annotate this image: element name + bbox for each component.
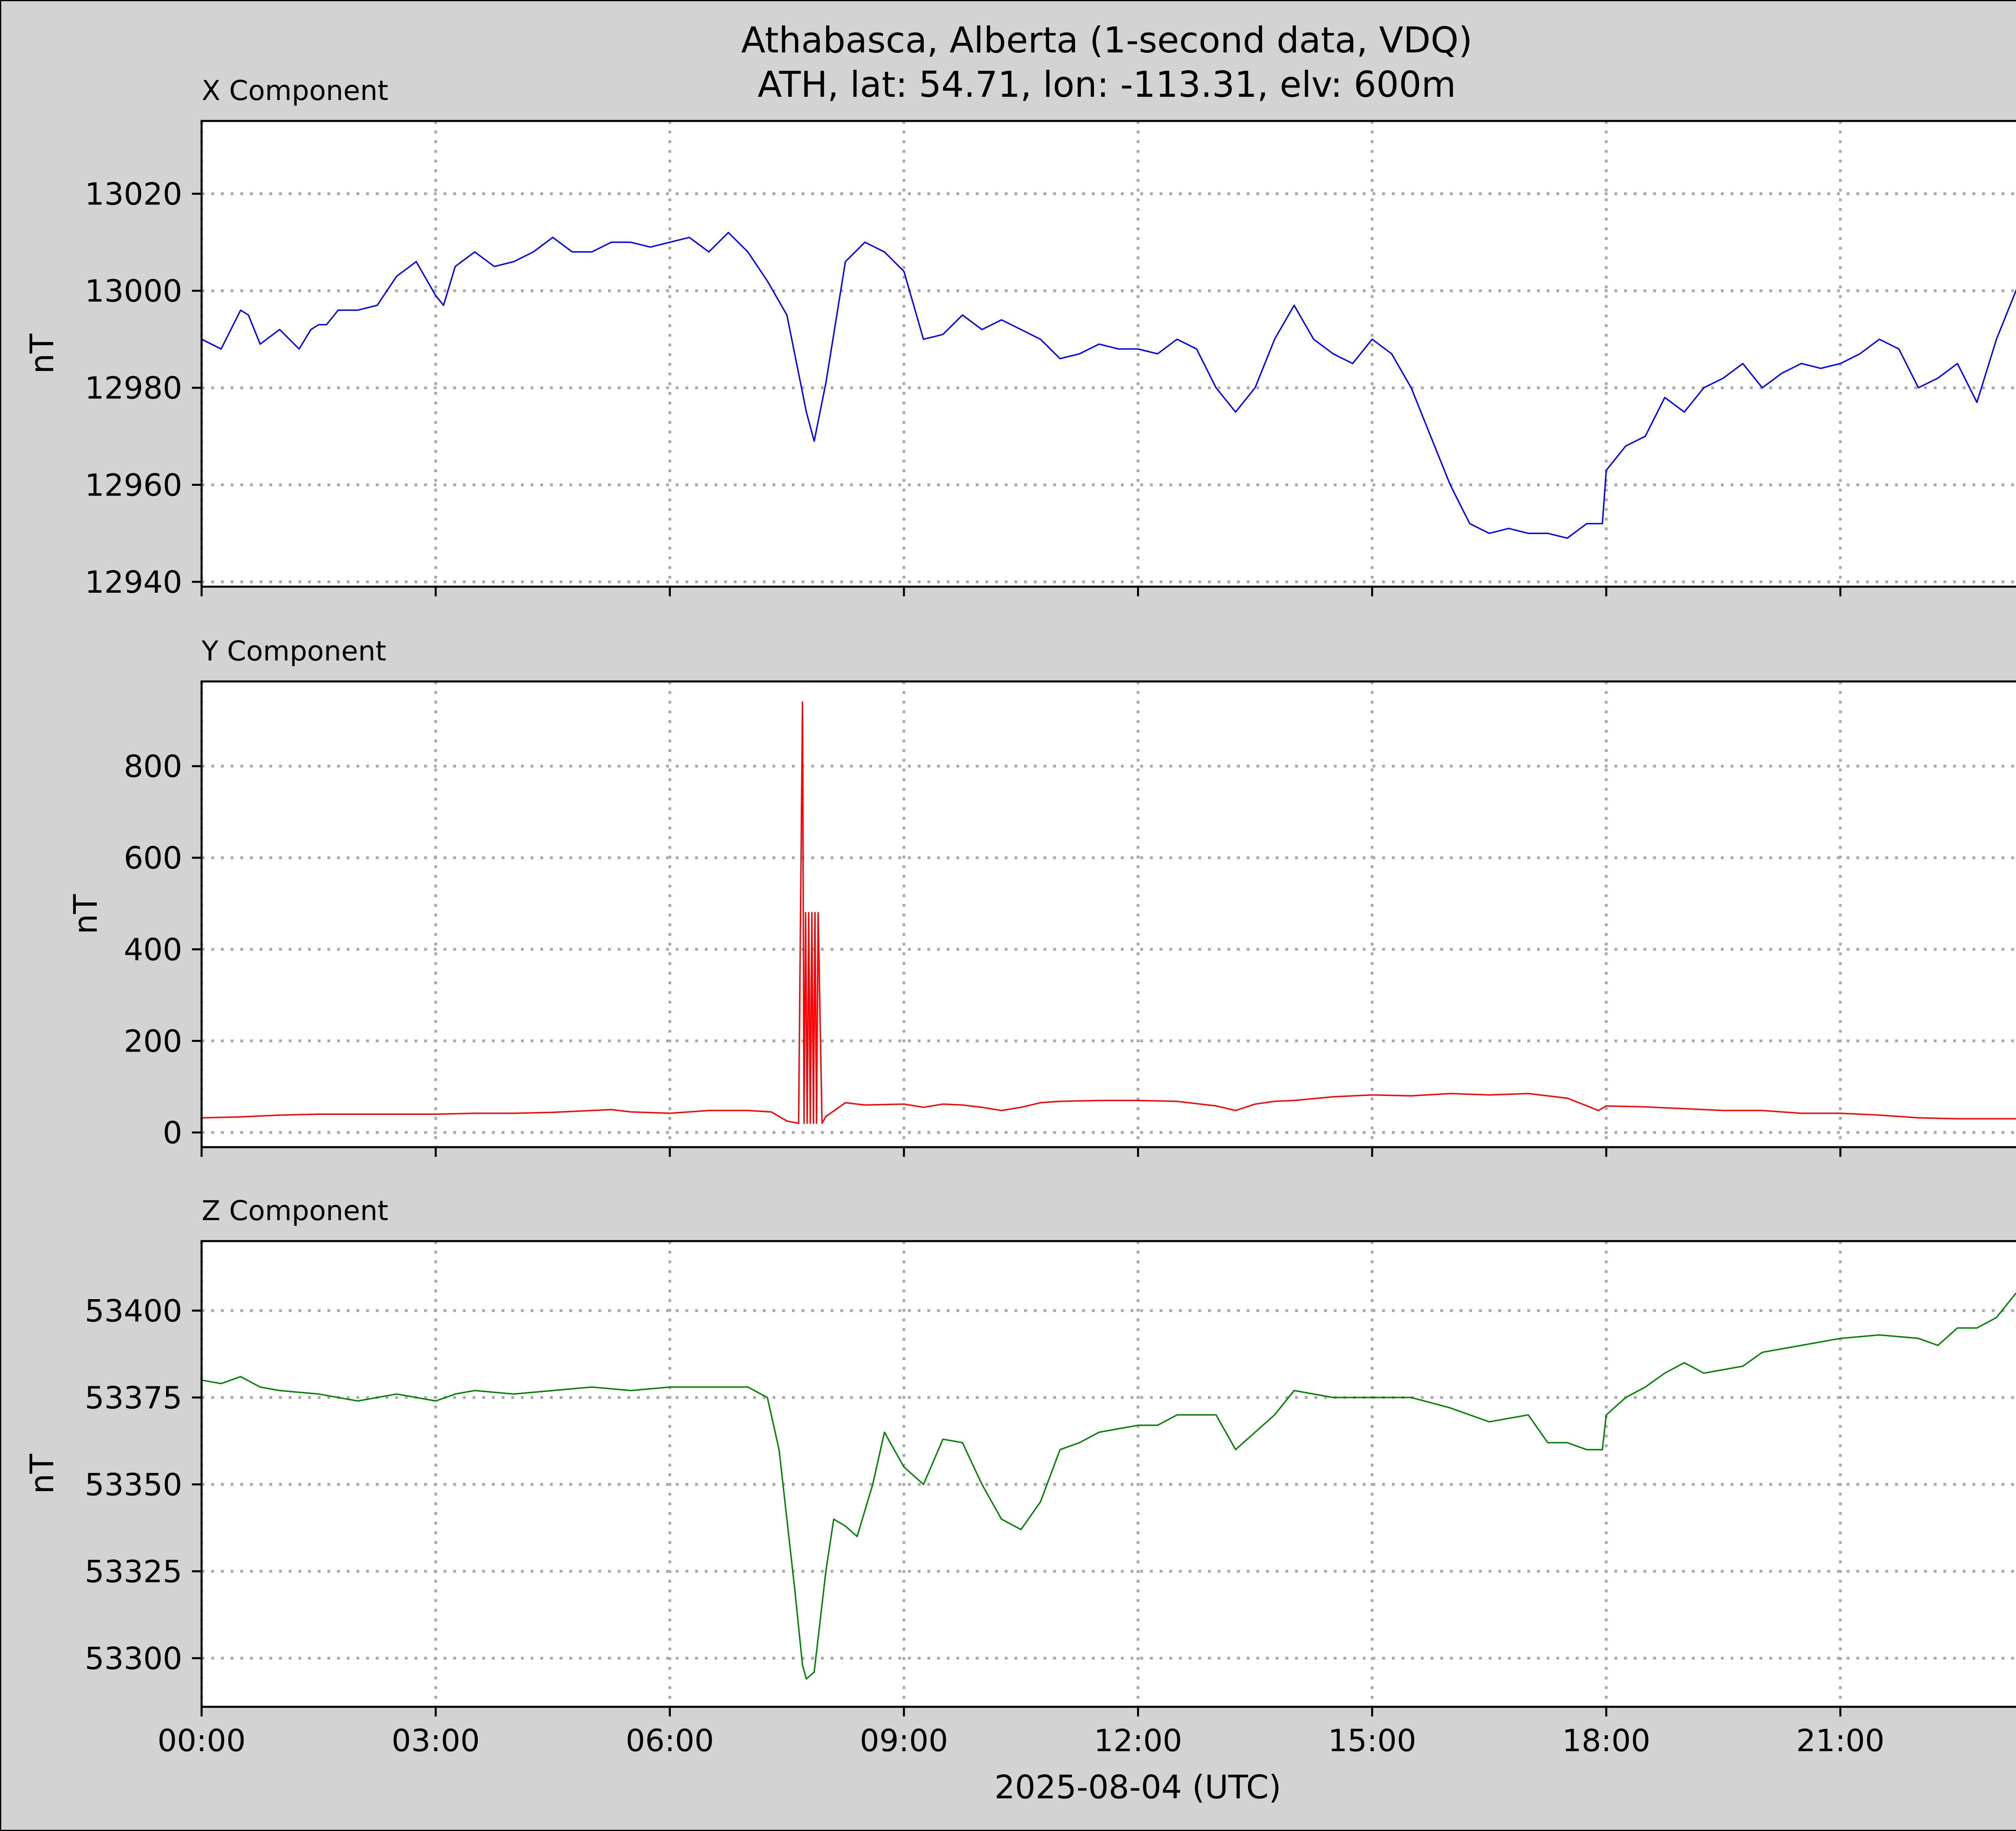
x-component-panel: 12940 12960 12980 13000 13020 X Component nT <box>23 75 2016 600</box>
panel-title: Y Component <box>201 635 386 667</box>
y-component-panel: 0 200 400 600 800 Y Component nT <box>67 635 2016 1157</box>
y-tick-label-2: 400 <box>124 931 182 967</box>
x-tick-label-1: 03:00 <box>392 1723 480 1758</box>
y-tick-label-3: 53375 <box>85 1380 182 1416</box>
figure-title-line1: Athabasca, Alberta (1-second data, VDQ) <box>741 19 1472 61</box>
x-tick-label-3: 09:00 <box>860 1723 948 1758</box>
y-tick-label-0: 0 <box>163 1115 182 1151</box>
y-tick-label-2: 53350 <box>85 1466 182 1502</box>
y-tick-label-3: 13000 <box>85 273 182 309</box>
y-axis-label: nT <box>67 894 104 935</box>
y-tick-label-3: 600 <box>124 840 182 876</box>
x-tick-label-5: 15:00 <box>1328 1723 1416 1758</box>
y-tick-label-0: 12940 <box>85 564 182 600</box>
panel-title: Z Component <box>202 1195 388 1227</box>
y-tick-label-1: 200 <box>124 1023 182 1059</box>
y-tick-label-4: 13020 <box>85 176 182 212</box>
plot-area <box>202 1241 2016 1707</box>
plot-area <box>202 681 2016 1147</box>
data-series-line <box>201 231 2016 539</box>
y-tick-label-4: 800 <box>124 748 182 784</box>
panel-title: X Component <box>202 75 388 107</box>
figure-title-line2: ATH, lat: 54.71, lon: -113.31, elv: 600m <box>758 64 1456 105</box>
y-tick-label-1: 12960 <box>85 467 182 503</box>
x-axis-label: 2025-08-04 (UTC) <box>994 1769 1281 1806</box>
z-component-panel: 53300 53325 53350 53375 53400 00:00 03:00 06:00… <box>23 1195 2016 1758</box>
data-series-line <box>201 1292 2016 1680</box>
x-tick-label-2: 06:00 <box>626 1723 714 1758</box>
x-tick-label-6: 18:00 <box>1562 1723 1650 1758</box>
x-tick-label-4: 12:00 <box>1094 1723 1182 1758</box>
y-tick-label-1: 53325 <box>85 1554 182 1589</box>
y-tick-label-4: 53400 <box>85 1293 182 1329</box>
data-series-line <box>201 701 2016 1124</box>
y-axis-label: nT <box>23 333 61 374</box>
x-tick-label-0: 00:00 <box>157 1723 246 1758</box>
plot-area <box>202 121 2016 587</box>
y-axis-label: nT <box>23 1454 61 1494</box>
x-tick-label-7: 21:00 <box>1796 1723 1885 1758</box>
y-tick-label-0: 53300 <box>85 1640 182 1676</box>
y-tick-label-2: 12980 <box>85 370 182 406</box>
